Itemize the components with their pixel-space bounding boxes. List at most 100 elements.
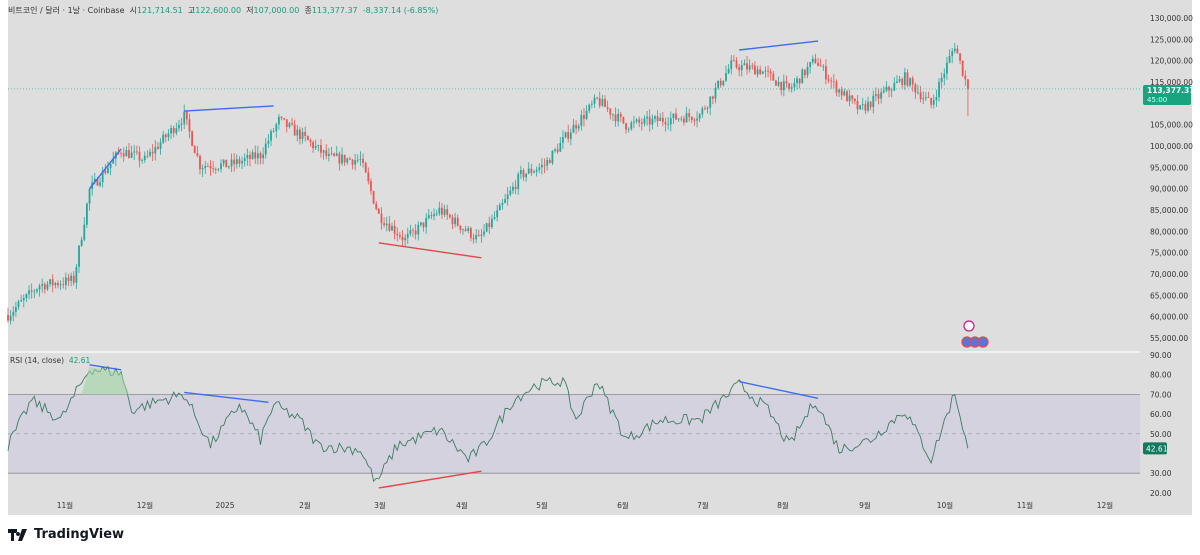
candle-body xyxy=(790,87,793,89)
candle-body xyxy=(559,142,562,152)
rsi-legend[interactable]: RSI (14, close) 42.61 xyxy=(10,356,90,365)
candle-body xyxy=(522,170,525,178)
candle-body xyxy=(651,118,654,125)
candle-body xyxy=(80,239,83,246)
time-axis-tick: 2025 xyxy=(215,501,234,510)
candle-body xyxy=(214,169,217,170)
candle-body xyxy=(856,100,859,110)
candle-body xyxy=(859,105,862,110)
candle-body xyxy=(803,69,806,76)
candle-body xyxy=(491,218,493,228)
candle-body xyxy=(748,65,751,70)
candle-body xyxy=(312,142,314,149)
candle-body xyxy=(149,151,151,156)
candle-body xyxy=(351,159,354,165)
candle-body xyxy=(464,229,467,231)
candle-body xyxy=(67,277,70,281)
candle-body xyxy=(661,117,664,122)
candle-body xyxy=(801,69,804,84)
time-axis-tick: 6월 xyxy=(617,500,629,510)
candle-body xyxy=(788,83,791,89)
candle-body xyxy=(622,116,625,124)
candle-body xyxy=(814,58,817,64)
candle-body xyxy=(51,279,54,286)
candle-body xyxy=(469,228,472,239)
rsi-value: 42.61 xyxy=(68,356,91,365)
candle-body xyxy=(717,80,719,88)
candle-body xyxy=(393,225,396,234)
candle-body xyxy=(246,154,249,159)
candle-body xyxy=(220,163,222,169)
price-divergence-line xyxy=(739,40,819,51)
candle-body xyxy=(617,113,620,122)
candle-body xyxy=(425,218,428,228)
candle-body xyxy=(888,86,890,91)
price-axis-tick: 60,000.00 xyxy=(1150,313,1188,322)
candle-body xyxy=(467,228,470,231)
candle-body xyxy=(919,92,922,100)
candle-body xyxy=(62,284,65,286)
candle-body xyxy=(477,235,480,236)
time-axis-tick: 3월 xyxy=(374,500,386,510)
candle-body xyxy=(785,81,788,84)
candle-body xyxy=(349,158,351,160)
candle-body xyxy=(496,210,499,218)
candle-body xyxy=(527,168,530,174)
rsi-tag-bg xyxy=(1143,442,1167,455)
candle-body xyxy=(875,94,877,96)
rsi-axis-tick: 80.00 xyxy=(1150,371,1172,380)
candle-body xyxy=(327,153,330,156)
candle-body xyxy=(375,203,378,209)
candle-body xyxy=(338,153,341,164)
candle-body xyxy=(138,151,141,161)
candle-body xyxy=(36,289,38,292)
candle-body xyxy=(112,158,115,164)
candle-body xyxy=(178,124,180,129)
candle-body xyxy=(735,60,738,68)
candle-body xyxy=(543,164,546,166)
candle-body xyxy=(562,137,564,143)
candle-body xyxy=(827,79,830,81)
candle-body xyxy=(43,284,46,290)
candle-body xyxy=(296,129,299,136)
symbol-title[interactable]: 비트코인 / 달러 · 1날 · Coinbase xyxy=(8,6,125,15)
candle-body xyxy=(99,182,101,186)
price-axis-tick: 115,000.00 xyxy=(1150,78,1193,87)
candle-body xyxy=(183,111,186,124)
candle-body xyxy=(817,63,819,66)
candle-body xyxy=(72,275,75,283)
candle-body xyxy=(20,300,23,302)
candle-body xyxy=(254,152,257,159)
candle-body xyxy=(104,170,107,174)
candle-body xyxy=(241,161,243,164)
candle-body xyxy=(222,159,225,164)
candle-body xyxy=(633,121,635,123)
candle-body xyxy=(961,60,964,76)
candle-body xyxy=(714,87,717,99)
candle-body xyxy=(593,97,596,104)
candle-body xyxy=(483,231,485,235)
candle-body xyxy=(404,237,407,241)
rsi-divergence-line xyxy=(738,380,819,400)
candle-body xyxy=(685,113,688,123)
candle-body xyxy=(935,97,938,100)
candle-body xyxy=(911,78,914,85)
candle-body xyxy=(759,69,762,74)
candle-body xyxy=(325,150,328,156)
candle-body xyxy=(362,158,364,163)
candle-body xyxy=(940,77,943,82)
candle-body xyxy=(943,73,946,78)
time-axis-tick: 2월 xyxy=(299,500,311,510)
candle-body xyxy=(293,124,296,136)
candle-body xyxy=(590,103,593,105)
candle-body xyxy=(433,214,435,217)
candle-body xyxy=(877,94,880,99)
candle-body xyxy=(922,98,925,100)
rsi-tag-value: 42.61 xyxy=(1146,444,1168,453)
candle-body xyxy=(388,223,391,231)
candle-body xyxy=(414,230,417,235)
candle-body xyxy=(627,128,630,130)
candle-body xyxy=(648,116,651,125)
candle-body xyxy=(630,122,633,129)
